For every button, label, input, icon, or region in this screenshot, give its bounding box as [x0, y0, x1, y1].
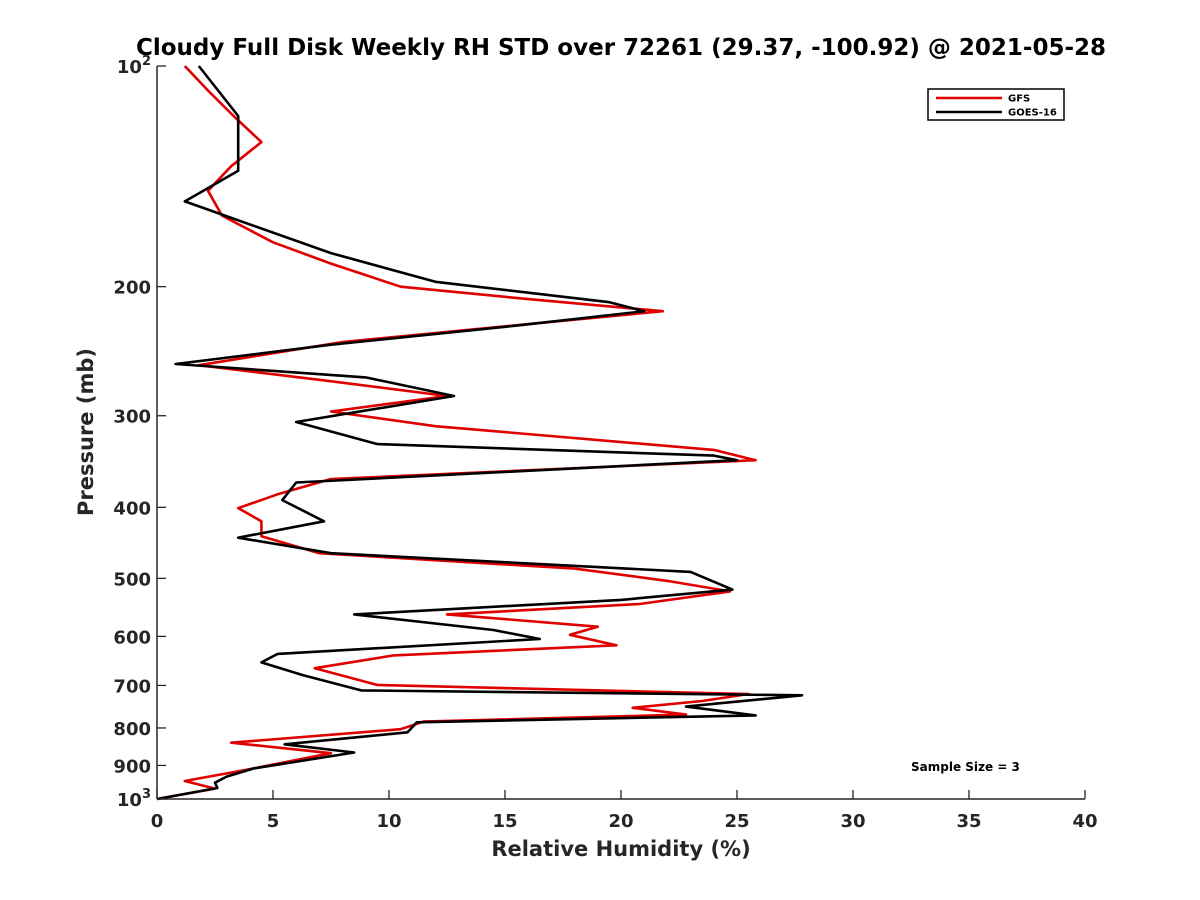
y-tick-label: 800 — [113, 719, 151, 740]
series-line-gfs — [156, 65, 757, 801]
legend-items: GFS GOES-16 — [936, 94, 1057, 119]
legend-box — [927, 88, 1065, 121]
y-tick-label: 300 — [113, 407, 151, 428]
y-tick-label: 700 — [113, 676, 151, 697]
x-tick-label: 10 — [376, 811, 401, 832]
y-tick-label: 102 — [117, 54, 151, 78]
legend: GFS GOES-16 — [927, 88, 1065, 121]
legend-label-goes-16: GOES-16 — [1008, 108, 1057, 119]
x-tick-label: 15 — [492, 811, 517, 832]
x-tick-label: 35 — [956, 811, 981, 832]
x-ticks: 0 5 10 15 20 25 30 35 40 — [151, 790, 1098, 832]
chart-title: Cloudy Full Disk Weekly RH STD over 7226… — [136, 35, 1106, 61]
plot-area — [156, 65, 804, 801]
x-tick-label: 20 — [608, 811, 633, 832]
sample-size-annotation: Sample Size = 3 — [911, 760, 1020, 774]
legend-label-gfs: GFS — [1008, 94, 1030, 105]
y-axis-label: Pressure (mb) — [74, 348, 98, 516]
y-tick-label: 103 — [117, 787, 151, 811]
x-tick-label: 30 — [840, 811, 865, 832]
x-tick-label: 5 — [267, 811, 280, 832]
y-tick-label: 200 — [113, 278, 151, 299]
y-tick-label: 600 — [113, 627, 151, 648]
y-ticks: 102 200 300 400 500 600 700 800 900 103 — [113, 54, 166, 811]
y-tick-label: 900 — [113, 756, 151, 777]
x-tick-label: 25 — [724, 811, 749, 832]
series-line-goes-16 — [156, 65, 804, 801]
x-axis-label: Relative Humidity (%) — [491, 837, 750, 861]
x-tick-label: 0 — [151, 811, 164, 832]
x-tick-label: 40 — [1072, 811, 1097, 832]
y-tick-label: 500 — [113, 569, 151, 590]
y-tick-label: 400 — [113, 498, 151, 519]
